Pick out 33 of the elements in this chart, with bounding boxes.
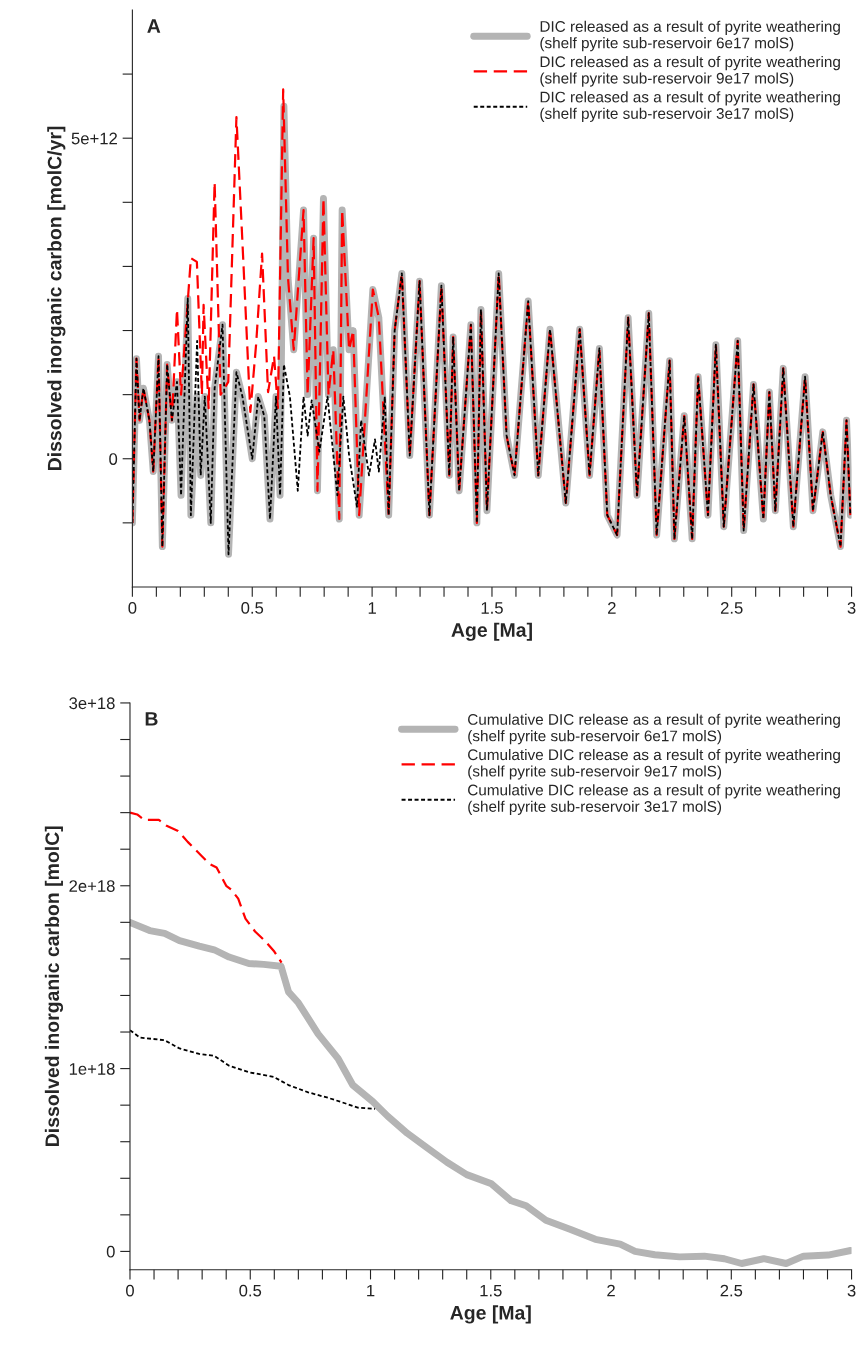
x-tick-label: 0.5: [239, 1284, 262, 1297]
y-axis-title: Dissolved inorganic carbon [molC/yr]: [47, 126, 66, 471]
x-tick-label: 2.5: [720, 601, 743, 614]
x-tick-label: 2: [608, 601, 616, 614]
chart-title: A: [147, 19, 161, 33]
legend-label: Cumulative DIC release as a result of pyrite weathering (shelf pyrite sub-reservoir 6e17 molS): [468, 713, 840, 745]
x-axis-title: Age [Ma]: [451, 622, 532, 641]
x-tick-label: 3: [847, 601, 856, 614]
x-tick-label: 1: [368, 602, 376, 614]
x-tick-label: 2.5: [720, 1284, 743, 1297]
y-tick-label: 0: [109, 453, 118, 465]
y-tick-label: 0: [106, 1245, 115, 1258]
x-axis-title: Age [Ma]: [450, 1305, 531, 1324]
x-tick-label: 0: [128, 601, 137, 614]
x-tick-label: 1.5: [481, 602, 503, 614]
line-series: [132, 272, 852, 556]
x-tick-label: 2: [607, 1284, 615, 1297]
y-tick-label: 5e+12: [71, 132, 117, 145]
legend-label: Cumulative DIC release as a result of pyrite weathering (shelf pyrite sub-reservoir 9e17 molS): [468, 748, 840, 780]
x-tick-label: 0.5: [241, 601, 264, 614]
x-tick-label: 0: [126, 1284, 134, 1297]
legend-label: DIC released as a result of pyrite weathering (shelf pyrite sub-reservoir 3e17 molS): [540, 91, 840, 122]
x-tick-label: 1: [367, 1284, 375, 1297]
legend-label: Cumulative DIC release as a result of pyrite weathering (shelf pyrite sub-reservoir 3e17 molS): [468, 784, 840, 815]
y-tick-label: 1e+18: [69, 1062, 115, 1075]
x-tick-label: 1.5: [480, 1284, 502, 1297]
y-tick-label: 2e+18: [69, 880, 115, 892]
y-tick-label: 3e+18: [69, 697, 115, 710]
legend-label: DIC released as a result of pyrite weathering (shelf pyrite sub-reservoir 9e17 molS): [540, 55, 840, 87]
y-axis-title: Dissolved inorganic carbon [molC]: [44, 826, 64, 1146]
chart-title: B: [145, 712, 158, 726]
legend-label: DIC released as a result of pyrite weathering (shelf pyrite sub-reservoir 6e17 molS): [540, 20, 840, 52]
x-tick-label: 3: [847, 1284, 856, 1297]
